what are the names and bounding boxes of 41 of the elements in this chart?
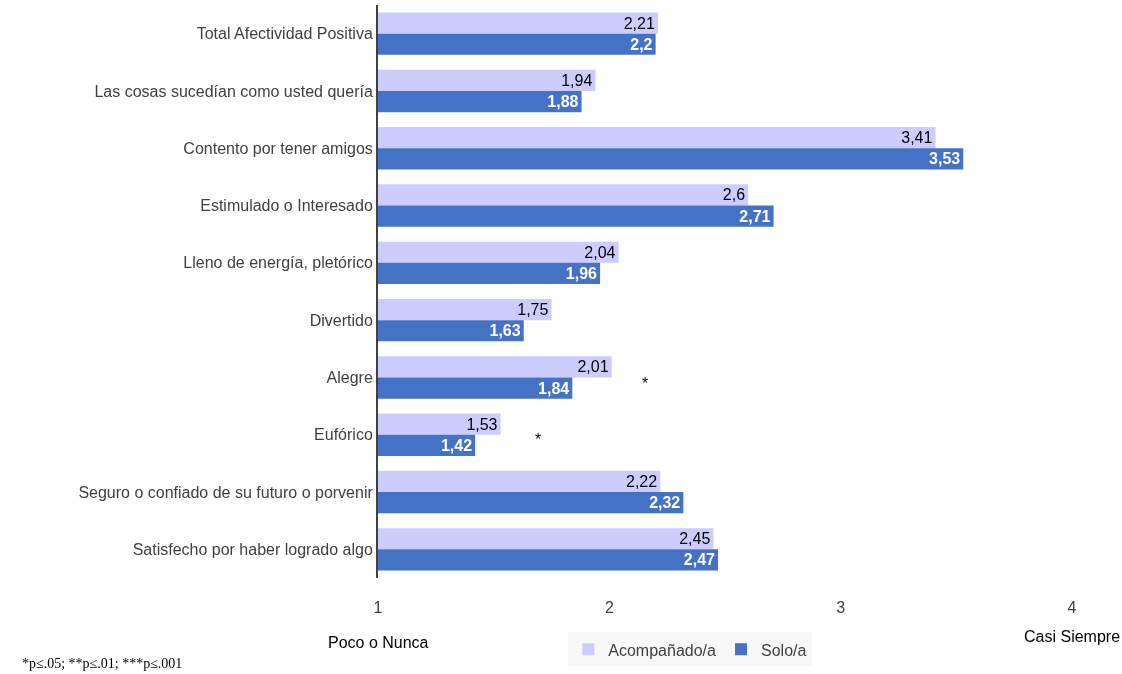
data-label: 1,84	[538, 379, 570, 397]
y-tick-label: Alegre	[326, 369, 373, 387]
annotation: *	[642, 375, 649, 392]
data-label: 2,01	[577, 358, 609, 376]
data-label: 1,75	[517, 301, 549, 319]
legend-label: Solo/a	[761, 641, 807, 659]
data-label: 2,21	[623, 14, 655, 32]
y-tick-label: Divertido	[309, 311, 373, 329]
data-label: 1,96	[565, 264, 598, 282]
data-label: 2,71	[739, 207, 771, 225]
y-tick-label: Lleno de energía, pletórico	[183, 254, 373, 272]
x-tick-label: 4	[1067, 599, 1077, 616]
data-label: 2,6	[722, 186, 746, 204]
text: Poco o Nunca	[328, 634, 429, 651]
data-label: 1,63	[489, 322, 521, 340]
data-label: 2,2	[630, 35, 653, 53]
y-tick-label: Estimulado o Interesado	[200, 197, 373, 215]
y-tick-label: Contento por tener amigos	[183, 139, 373, 157]
data-label: 2,04	[584, 243, 616, 261]
x-tick-label: 1	[373, 599, 383, 616]
data-label: 1,88	[547, 93, 579, 111]
annotation: *	[535, 431, 542, 448]
y-tick-label: Eufórico	[314, 426, 373, 444]
legend-label: Acompañado/a	[608, 641, 717, 659]
y-tick-label: Total Afectividad Positiva	[196, 25, 373, 43]
y-tick-label: Seguro o confiado de su futuro o porvenir	[78, 483, 374, 501]
text: *p≤.05; **p≤.01; ***p≤.001	[22, 656, 183, 671]
data-label: 3,53	[929, 150, 961, 168]
data-label: 2,45	[679, 530, 711, 548]
y-tick-label: Las cosas sucedían como usted quería	[94, 82, 373, 100]
data-label: 3,41	[901, 129, 933, 147]
data-label: 2,22	[625, 472, 658, 490]
data-label: 1,53	[466, 415, 498, 433]
text: Casi Siempre	[1024, 628, 1121, 645]
data-label: 2,32	[649, 494, 681, 512]
y-tick-label: Satisfecho por haber logrado algo	[132, 540, 373, 558]
data-label: 1,94	[561, 71, 593, 89]
data-label: 2,47	[683, 551, 716, 569]
data-label: 1,42	[440, 436, 473, 454]
x-tick-label: 3	[836, 599, 846, 616]
x-tick-label: 2	[604, 599, 614, 616]
